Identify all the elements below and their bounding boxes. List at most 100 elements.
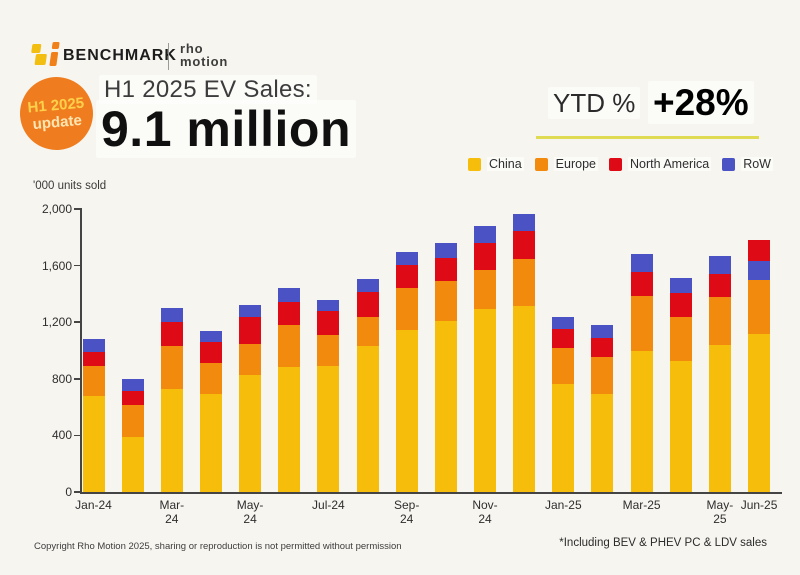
rho-motion-logo: rho motion bbox=[180, 42, 228, 68]
bar-segment-china bbox=[708, 344, 731, 492]
bar-segment-row bbox=[748, 261, 771, 280]
bar-segment-row bbox=[474, 226, 496, 243]
ytd-value: +28% bbox=[648, 81, 754, 124]
bar-segment-europe bbox=[199, 362, 222, 395]
bar-jun-25 bbox=[748, 240, 771, 492]
bar-segment-row bbox=[317, 299, 340, 311]
legend-label: Europe bbox=[553, 157, 598, 171]
bar-segment-europe bbox=[317, 334, 340, 367]
bar-segment-china bbox=[239, 375, 262, 492]
bar-segment-china bbox=[356, 345, 379, 492]
ytd-label: YTD % bbox=[548, 87, 641, 119]
x-axis-label: Jan-25 bbox=[544, 498, 582, 512]
bar-segment-north-america bbox=[708, 274, 731, 298]
benchmark-wordmark: BENCHMARK bbox=[63, 47, 177, 64]
bar-mar-25 bbox=[630, 253, 653, 492]
x-axis-label: Nov- 24 bbox=[472, 498, 498, 526]
bar-segment-north-america bbox=[630, 272, 653, 297]
bar-segment-row bbox=[239, 304, 262, 318]
bar-segment-row bbox=[434, 243, 457, 258]
benchmark-logo-block-icon bbox=[34, 54, 47, 65]
bar-apr-25 bbox=[669, 278, 692, 492]
bar-segment-europe bbox=[239, 344, 262, 376]
y-axis-tick bbox=[74, 491, 80, 493]
bar-segment-row bbox=[199, 330, 222, 343]
legend-item-row: RoW bbox=[722, 157, 773, 171]
x-axis-label: Mar-25 bbox=[622, 498, 661, 512]
bar-segment-europe bbox=[748, 279, 771, 335]
bar-sep-24 bbox=[395, 252, 418, 492]
bar-segment-row bbox=[669, 278, 692, 294]
bar-segment-row bbox=[160, 308, 183, 323]
bar-segment-china bbox=[748, 334, 771, 492]
bar-segment-north-america bbox=[669, 293, 692, 317]
y-axis-tick bbox=[74, 378, 80, 380]
bar-segment-china bbox=[278, 367, 301, 492]
x-axis-label: Mar- 24 bbox=[159, 498, 185, 526]
bar-segment-north-america bbox=[474, 242, 496, 270]
footnote-text: *Including BEV & PHEV PC & LDV sales bbox=[559, 537, 767, 549]
chart-legend: China Europe North America RoW bbox=[468, 157, 773, 171]
bar-segment-row bbox=[395, 252, 418, 265]
bar-segment-europe bbox=[552, 347, 575, 385]
bar-segment-europe bbox=[395, 287, 418, 330]
bar-segment-europe bbox=[474, 269, 496, 310]
x-axis-label: Jul-24 bbox=[312, 498, 345, 512]
legend-item-north-america: North America bbox=[608, 157, 712, 171]
legend-item-china: China bbox=[468, 157, 524, 171]
bar-segment-row bbox=[630, 253, 653, 272]
bar-segment-north-america bbox=[591, 337, 614, 357]
bar-segment-china bbox=[121, 436, 144, 492]
bar-segment-europe bbox=[82, 366, 105, 396]
bar-feb-24 bbox=[121, 378, 144, 492]
rho-motion-line1: rho bbox=[180, 41, 204, 56]
bar-segment-europe bbox=[708, 297, 731, 345]
bar-jan-24 bbox=[82, 339, 105, 492]
bar-segment-europe bbox=[278, 325, 301, 368]
bar-segment-north-america bbox=[356, 291, 379, 318]
bar-segment-row bbox=[121, 378, 144, 391]
x-axis-line bbox=[80, 492, 782, 494]
bar-segment-row bbox=[708, 255, 731, 275]
legend-swatch-north-america-icon bbox=[608, 157, 622, 171]
bar-oct-24 bbox=[434, 243, 457, 492]
bar-segment-china bbox=[395, 329, 418, 492]
bar-dec-24 bbox=[513, 213, 536, 492]
x-axis-label: Jan-24 bbox=[75, 498, 112, 512]
bar-segment-row bbox=[552, 316, 575, 329]
bar-segment-europe bbox=[591, 356, 614, 395]
bar-segment-row bbox=[591, 325, 614, 338]
ytd-underline bbox=[536, 136, 759, 139]
y-axis-tick bbox=[74, 264, 80, 267]
bar-aug-24 bbox=[356, 279, 379, 492]
bar-nov-24 bbox=[474, 226, 496, 492]
bar-segment-europe bbox=[160, 345, 183, 389]
bar-segment-north-america bbox=[748, 240, 771, 262]
y-axis-tick bbox=[74, 208, 80, 210]
bar-segment-europe bbox=[356, 317, 379, 346]
logo-divider bbox=[168, 43, 169, 70]
y-axis-label: 1,600 bbox=[41, 258, 72, 273]
bar-segment-row bbox=[278, 288, 301, 303]
benchmark-logo-icon bbox=[29, 39, 63, 69]
bar-segment-north-america bbox=[199, 342, 222, 363]
copyright-text: Copyright Rho Motion 2025, sharing or re… bbox=[34, 541, 402, 552]
bar-segment-north-america bbox=[513, 230, 536, 260]
bar-feb-25 bbox=[591, 325, 614, 492]
bar-segment-china bbox=[199, 394, 222, 492]
plot-area: 0 400 800 1,200 1,600 2,000 Jan-24 Mar- 24 May- … bbox=[42, 202, 786, 526]
bar-segment-row bbox=[82, 339, 105, 352]
bar-segment-china bbox=[591, 394, 614, 492]
bar-segment-europe bbox=[669, 316, 692, 362]
bar-segment-china bbox=[474, 309, 496, 492]
bar-segment-north-america bbox=[395, 264, 418, 288]
y-axis-tick bbox=[74, 321, 80, 323]
bar-segment-china bbox=[82, 395, 105, 492]
bar-segment-china bbox=[434, 320, 457, 492]
legend-swatch-row-icon bbox=[722, 157, 736, 171]
y-axis-label: 400 bbox=[51, 428, 72, 443]
bar-segment-row bbox=[356, 279, 379, 292]
bar-segment-europe bbox=[434, 281, 457, 321]
bar-segment-north-america bbox=[160, 322, 183, 346]
